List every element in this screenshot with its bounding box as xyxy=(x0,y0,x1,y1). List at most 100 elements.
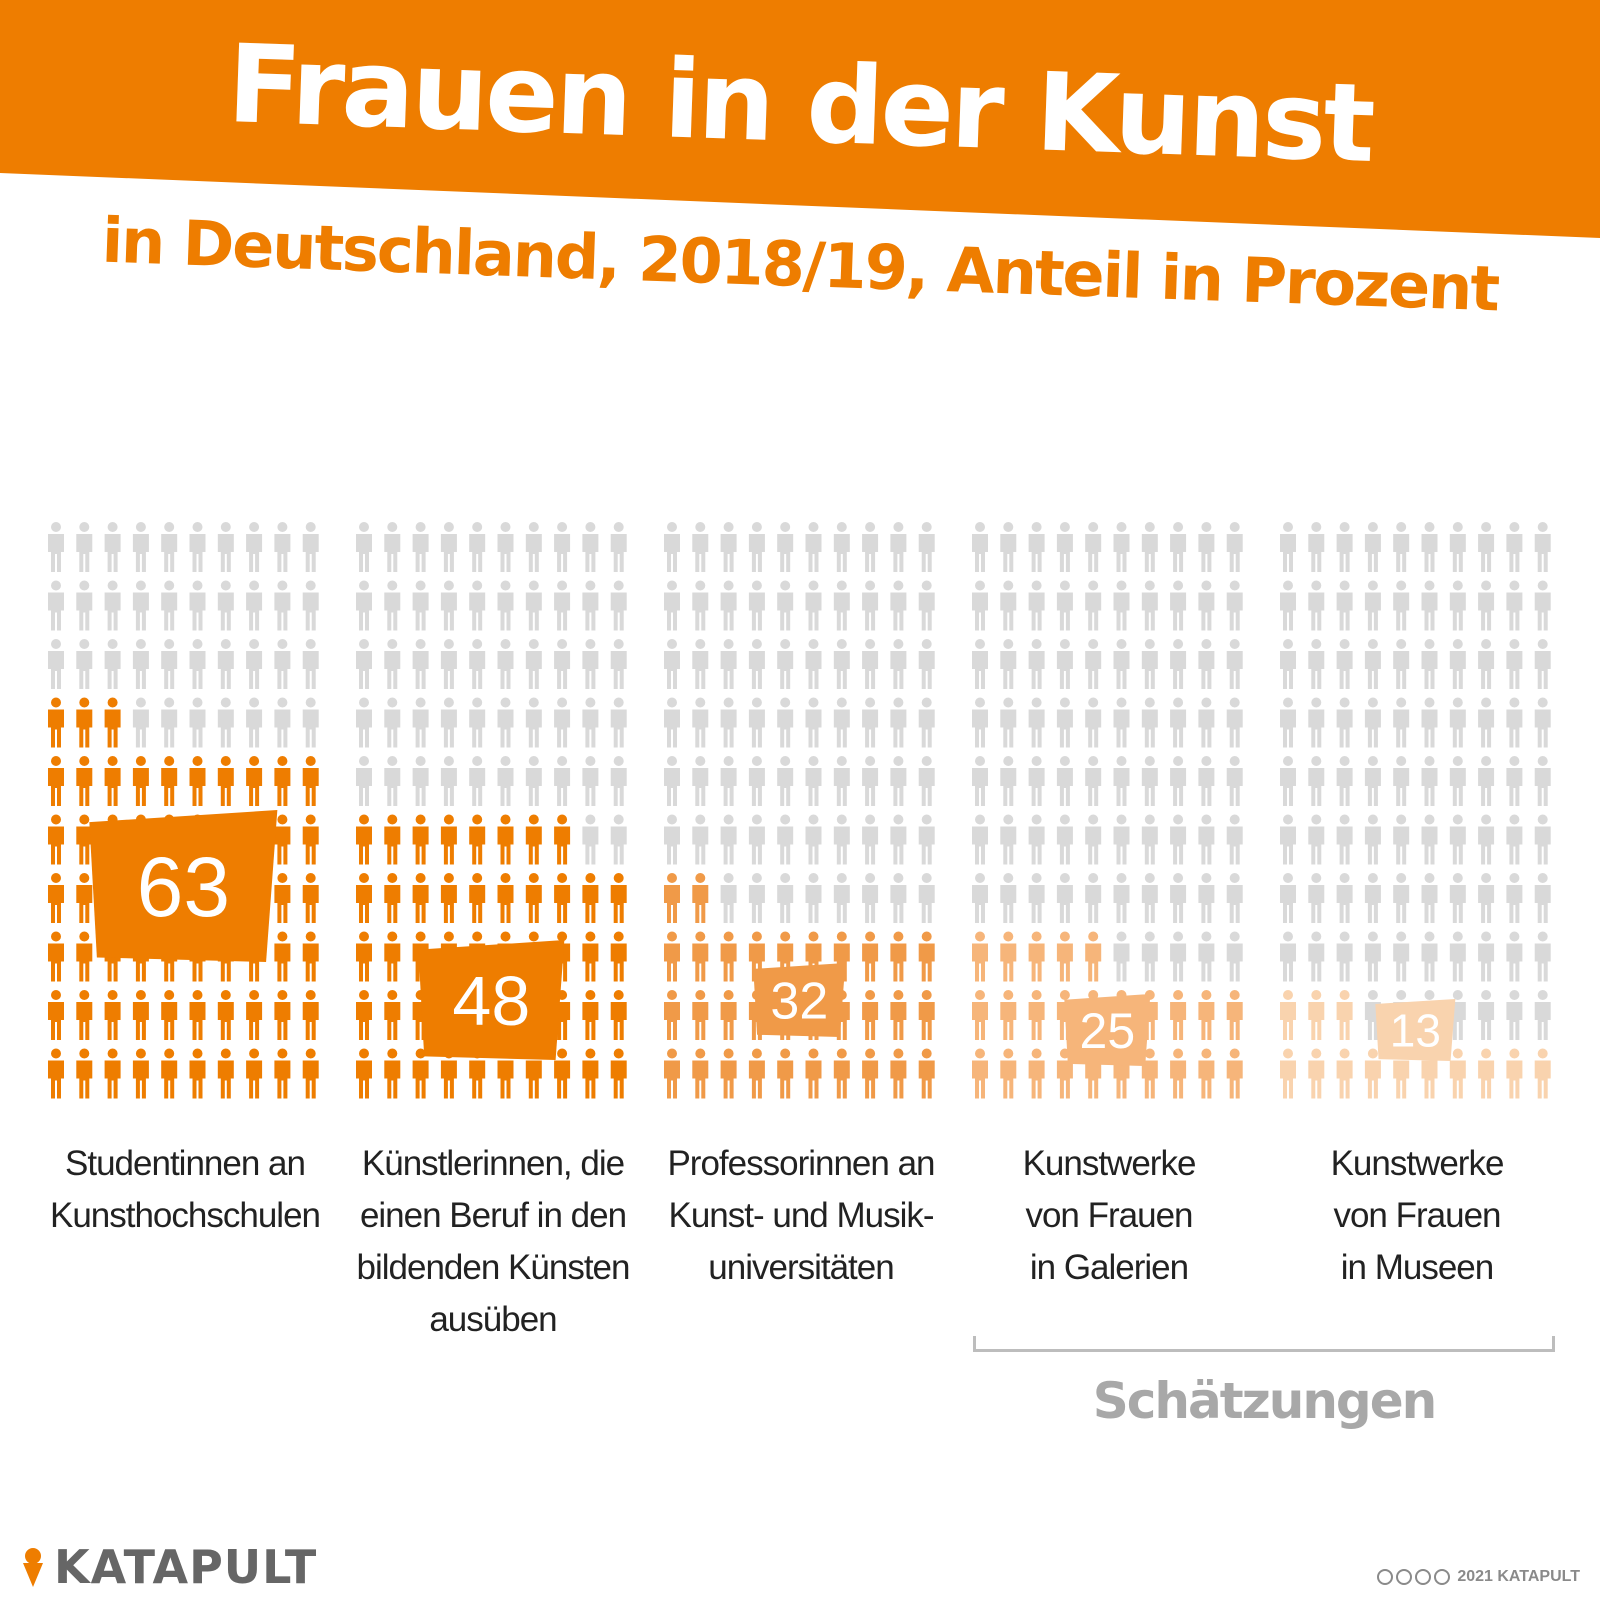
person-icon-filled xyxy=(972,931,988,982)
person-icon-filled xyxy=(384,814,401,865)
person-icon-filled xyxy=(246,1048,263,1099)
person-icon-filled xyxy=(748,1048,765,1099)
person-icon-empty xyxy=(692,697,709,748)
person-icon-empty xyxy=(1449,814,1466,865)
person-icon-empty xyxy=(805,580,822,631)
person-icon-empty xyxy=(833,814,850,865)
person-icon-empty xyxy=(720,756,737,806)
person-icon-empty xyxy=(972,639,988,689)
person-icon-empty xyxy=(1141,639,1158,689)
person-icon-empty xyxy=(217,639,234,689)
person-icon-filled xyxy=(217,990,234,1040)
person-icon-filled xyxy=(132,1048,149,1099)
person-icon-empty xyxy=(610,639,627,689)
person-icon-empty xyxy=(132,697,149,748)
person-icon-empty xyxy=(862,697,879,748)
person-icon-empty xyxy=(1364,873,1381,923)
category-label-line: Kunstwerke xyxy=(1022,1144,1197,1183)
person-icon-filled xyxy=(972,990,988,1040)
person-icon-filled xyxy=(1028,1048,1045,1099)
person-icon-filled xyxy=(274,931,291,982)
value-label-1: 48 xyxy=(452,962,530,1040)
person-icon-empty xyxy=(890,873,907,923)
person-icon-empty xyxy=(1170,580,1187,631)
person-icon-empty xyxy=(1141,697,1158,748)
category-label-line: Professorinnen an xyxy=(667,1144,935,1183)
person-icon-empty xyxy=(1449,756,1466,806)
person-icon-empty xyxy=(189,639,206,689)
person-icon-empty xyxy=(1198,697,1215,748)
person-icon-empty xyxy=(525,697,542,748)
person-icon-filled xyxy=(582,1048,599,1099)
person-icon-empty xyxy=(1198,580,1215,631)
person-icon-empty xyxy=(1336,756,1353,806)
person-icon-filled xyxy=(302,756,319,806)
cc-nd-icon xyxy=(1434,1569,1451,1585)
person-icon-filled xyxy=(132,756,149,806)
person-icon-empty xyxy=(1198,639,1215,689)
person-icon-empty xyxy=(1364,756,1381,806)
person-icon-empty xyxy=(1421,522,1438,572)
person-icon-empty xyxy=(777,580,794,631)
title-banner-shape xyxy=(0,0,1600,238)
person-icon-empty xyxy=(1393,697,1410,748)
person-icon-empty xyxy=(1280,873,1296,923)
person-icon-filled xyxy=(48,990,64,1040)
person-icon-filled xyxy=(890,990,907,1040)
person-icon-empty xyxy=(1198,522,1215,572)
person-icon-empty xyxy=(748,522,765,572)
person-icon-empty xyxy=(469,522,486,572)
person-icon-empty xyxy=(1534,580,1551,631)
person-icon-empty xyxy=(833,697,850,748)
person-icon-empty xyxy=(582,522,599,572)
person-icon-empty xyxy=(1113,639,1130,689)
person-icon-empty xyxy=(748,756,765,806)
person-icon-empty xyxy=(833,873,850,923)
person-icon-empty xyxy=(1336,873,1353,923)
person-icon-filled xyxy=(440,873,457,923)
person-icon-empty xyxy=(1113,756,1130,806)
person-icon-empty xyxy=(692,580,709,631)
person-icon-empty xyxy=(412,697,429,748)
person-icon-empty xyxy=(356,580,372,631)
person-icon-filled xyxy=(1308,990,1325,1040)
cc-nc-icon xyxy=(1415,1569,1432,1585)
person-icon-empty xyxy=(554,756,571,806)
person-icon-empty xyxy=(692,814,709,865)
person-icon-empty xyxy=(1478,873,1495,923)
person-icon-empty xyxy=(1198,814,1215,865)
person-icon-empty xyxy=(1000,639,1017,689)
person-icon-empty xyxy=(1170,814,1187,865)
person-icon-filled xyxy=(412,1048,429,1099)
person-icon-empty xyxy=(1308,756,1325,806)
person-icon-empty xyxy=(1506,697,1523,748)
person-icon-filled xyxy=(1056,931,1073,982)
person-icon-empty xyxy=(132,522,149,572)
person-icon-empty xyxy=(1393,756,1410,806)
person-icon-empty xyxy=(1478,522,1495,572)
person-icon-empty xyxy=(1506,873,1523,923)
person-icon-empty xyxy=(833,580,850,631)
person-icon-empty xyxy=(748,814,765,865)
person-icon-empty xyxy=(1028,873,1045,923)
person-icon-filled xyxy=(1280,990,1296,1040)
category-label-1: Künstlerinnen, die einen Beruf in den bi… xyxy=(348,1138,638,1346)
person-icon-empty xyxy=(132,580,149,631)
category-label-3: Kunstwerke von Frauen in Galerien xyxy=(964,1138,1254,1294)
person-icon-filled xyxy=(1198,1048,1215,1099)
person-icon-empty xyxy=(104,639,121,689)
person-icon-empty xyxy=(1085,873,1102,923)
person-icon-filled xyxy=(1449,1048,1466,1099)
cc-icon xyxy=(1377,1569,1394,1585)
person-icon-empty xyxy=(692,522,709,572)
person-icon-empty xyxy=(610,814,627,865)
person-icon-filled xyxy=(356,814,372,865)
pictogram-panel-0 xyxy=(48,522,319,1099)
person-icon-filled xyxy=(1028,990,1045,1040)
person-icon-empty xyxy=(1534,756,1551,806)
person-icon-empty xyxy=(1506,639,1523,689)
person-icon-empty xyxy=(1170,873,1187,923)
person-icon-empty xyxy=(1478,580,1495,631)
person-icon-empty xyxy=(664,580,680,631)
person-icon-empty xyxy=(356,522,372,572)
